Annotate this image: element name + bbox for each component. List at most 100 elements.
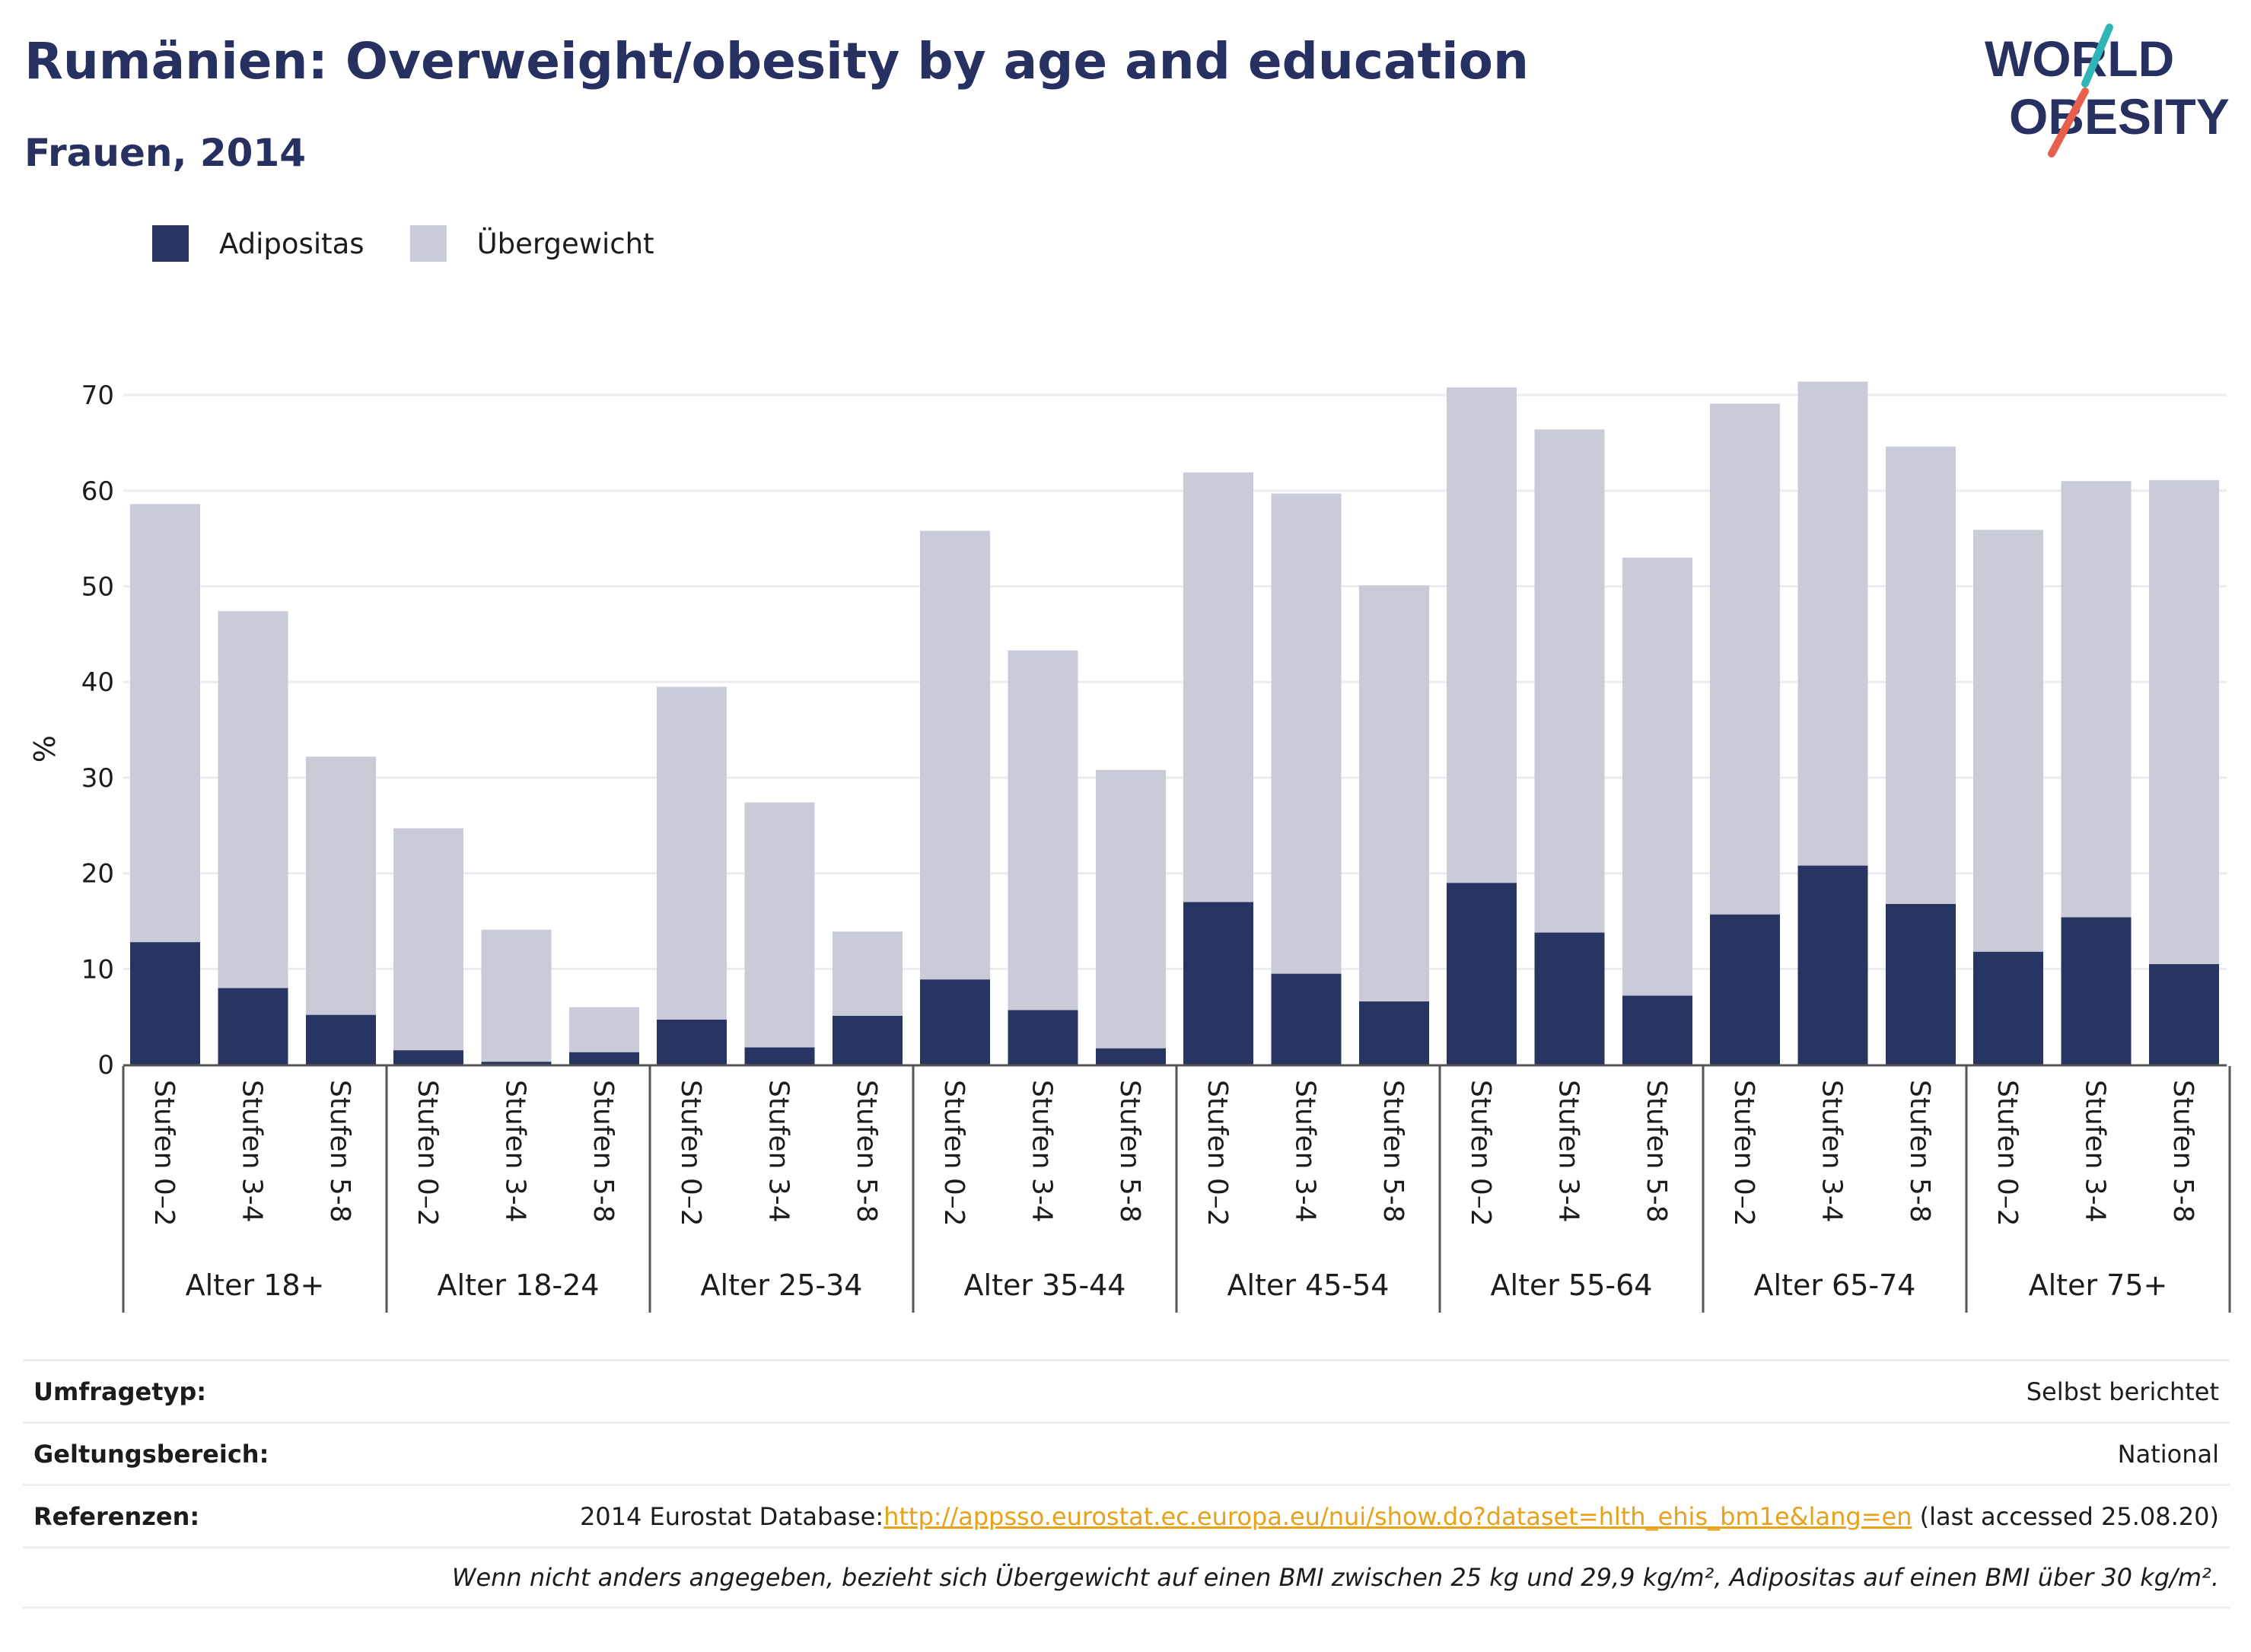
x-tick-label-g1-c2: Stufen 5-8 xyxy=(587,1080,619,1223)
x-tick-label-g1-c1: Stufen 3-4 xyxy=(500,1080,531,1223)
logo-line2: OBESITY xyxy=(2009,88,2230,145)
scope-row: Geltungsbereich: National xyxy=(23,1421,2230,1484)
y-tick-label-60: 60 xyxy=(81,476,114,507)
bar-uebergewicht-g3-c0 xyxy=(920,530,990,980)
logo-line1: WORLD xyxy=(1985,30,2174,87)
bar-uebergewicht-g2-c2 xyxy=(833,931,903,1016)
x-tick-label-g7-c0: Stufen 0–2 xyxy=(1992,1080,2023,1227)
chart-legend: Adipositas Übergewicht xyxy=(152,225,700,262)
survey-type-value: Selbst berichtet xyxy=(2026,1377,2219,1406)
group-label-5: Alter 55-64 xyxy=(1491,1268,1653,1302)
x-tick-label-g5-c1: Stufen 3-4 xyxy=(1553,1080,1584,1223)
bar-uebergewicht-g0-c1 xyxy=(218,611,288,988)
group-label-7: Alter 75+ xyxy=(2029,1268,2168,1302)
chart-subtitle: Frauen, 2014 xyxy=(24,131,307,175)
legend-label-uebergewicht: Übergewicht xyxy=(476,227,654,260)
y-tick-label-40: 40 xyxy=(81,667,114,698)
bar-uebergewicht-g7-c1 xyxy=(2061,481,2132,918)
bar-uebergewicht-g0-c0 xyxy=(130,504,200,943)
scope-label: Geltungsbereich: xyxy=(33,1439,269,1469)
bar-uebergewicht-g5-c1 xyxy=(1534,429,1605,933)
bar-adipositas-g5-c0 xyxy=(1447,883,1517,1065)
bar-adipositas-g5-c1 xyxy=(1534,932,1605,1065)
bar-adipositas-g1-c0 xyxy=(393,1050,463,1065)
bar-uebergewicht-g4-c1 xyxy=(1271,493,1342,974)
x-tick-label-g2-c1: Stufen 3-4 xyxy=(763,1080,794,1223)
bar-adipositas-g3-c0 xyxy=(920,979,990,1065)
logo-slash-coral xyxy=(2048,88,2089,158)
scope-value: National xyxy=(2117,1439,2219,1469)
x-tick-label-g5-c0: Stufen 0–2 xyxy=(1465,1080,1496,1227)
y-tick-label-0: 0 xyxy=(97,1050,114,1081)
x-tick-label-g4-c0: Stufen 0–2 xyxy=(1202,1080,1233,1227)
bar-adipositas-g6-c2 xyxy=(1886,903,1956,1065)
group-label-4: Alter 45-54 xyxy=(1227,1268,1390,1302)
group-label-3: Alter 35-44 xyxy=(964,1268,1126,1302)
references-link[interactable]: http://appsso.eurostat.ec.europa.eu/nui/… xyxy=(884,1501,1912,1531)
bar-adipositas-g2-c0 xyxy=(657,1019,727,1065)
x-tick-label-g3-c1: Stufen 3-4 xyxy=(1027,1080,1058,1223)
bar-adipositas-g5-c2 xyxy=(1622,995,1692,1065)
chart-title: Rumänien: Overweight/obesity by age and … xyxy=(24,32,1530,91)
y-tick-label-10: 10 xyxy=(81,954,114,985)
bar-uebergewicht-g1-c0 xyxy=(393,828,463,1051)
bar-adipositas-g7-c1 xyxy=(2061,917,2132,1065)
bar-uebergewicht-g6-c0 xyxy=(1710,403,1780,915)
stacked-bar-chart: 0 10 20 30 40 50 60 70% Stufen 0–2 Stufen 3-4 Stuf… xyxy=(28,380,2231,1313)
group-label-2: Alter 25-34 xyxy=(701,1268,863,1302)
y-tick-label-20: 20 xyxy=(81,859,114,890)
bar-uebergewicht-g5-c2 xyxy=(1622,557,1692,996)
bar-uebergewicht-g2-c0 xyxy=(657,686,727,1020)
x-tick-label-g1-c0: Stufen 0–2 xyxy=(412,1080,443,1227)
bar-uebergewicht-g2-c1 xyxy=(744,802,815,1048)
world-obesity-logo: WORLD OBESITY xyxy=(1979,21,2237,166)
bar-uebergewicht-g3-c1 xyxy=(1008,650,1078,1011)
x-tick-label-g6-c2: Stufen 5-8 xyxy=(1904,1080,1935,1223)
bar-adipositas-g6-c1 xyxy=(1797,865,1868,1065)
x-tick-label-g2-c0: Stufen 0–2 xyxy=(675,1080,706,1227)
bar-uebergewicht-g7-c0 xyxy=(1973,530,2043,952)
bar-adipositas-g1-c1 xyxy=(481,1062,552,1065)
y-tick-label-70: 70 xyxy=(81,380,114,411)
logo-slash-teal xyxy=(2081,24,2113,88)
legend-label-adipositas: Adipositas xyxy=(219,227,365,260)
bar-uebergewicht-g4-c2 xyxy=(1359,585,1429,1002)
x-tick-label-g7-c1: Stufen 3-4 xyxy=(2080,1080,2111,1223)
bar-adipositas-g1-c2 xyxy=(569,1052,639,1065)
bar-adipositas-g2-c2 xyxy=(833,1015,903,1065)
bar-adipositas-g4-c1 xyxy=(1271,973,1342,1065)
references-label: Referenzen: xyxy=(33,1501,200,1531)
x-tick-label-g4-c2: Stufen 5-8 xyxy=(1377,1080,1409,1223)
x-tick-label-g2-c2: Stufen 5-8 xyxy=(851,1080,882,1223)
legend-swatch-uebergewicht xyxy=(409,225,447,262)
bar-adipositas-g6-c0 xyxy=(1710,914,1780,1065)
survey-type-row: Umfragetyp: Selbst berichtet xyxy=(23,1359,2230,1421)
x-tick-label-g7-c2: Stufen 5-8 xyxy=(2167,1080,2198,1223)
group-label-6: Alter 65-74 xyxy=(1754,1268,1916,1302)
bar-uebergewicht-g1-c1 xyxy=(481,929,552,1062)
bar-uebergewicht-g6-c1 xyxy=(1797,381,1868,866)
y-tick-label-30: 30 xyxy=(81,763,114,794)
x-tick-label-g6-c0: Stufen 0–2 xyxy=(1728,1080,1759,1227)
metadata-table: Umfragetyp: Selbst berichtet Geltungsber… xyxy=(23,1359,2230,1609)
group-label-1: Alter 18-24 xyxy=(438,1268,600,1302)
bar-adipositas-g2-c1 xyxy=(744,1047,815,1065)
bar-adipositas-g0-c2 xyxy=(306,1014,376,1065)
bar-uebergewicht-g7-c2 xyxy=(2149,479,2219,965)
y-axis-label: % xyxy=(28,735,62,762)
x-tick-label-g0-c1: Stufen 3-4 xyxy=(237,1080,268,1223)
references-row: Referenzen: 2014 Eurostat Database:http:… xyxy=(23,1484,2230,1546)
references-suffix: (last accessed 25.08.20) xyxy=(1912,1501,2219,1531)
bar-adipositas-g0-c0 xyxy=(130,942,200,1065)
x-tick-label-g0-c2: Stufen 5-8 xyxy=(324,1080,355,1223)
bar-adipositas-g7-c2 xyxy=(2149,964,2219,1065)
bar-adipositas-g3-c1 xyxy=(1008,1010,1078,1065)
x-tick-label-g3-c0: Stufen 0–2 xyxy=(938,1080,969,1227)
legend-swatch-adipositas xyxy=(152,225,189,262)
bar-uebergewicht-g0-c2 xyxy=(306,756,376,1015)
bar-uebergewicht-g3-c2 xyxy=(1096,769,1166,1049)
definition-note: Wenn nicht anders angegeben, bezieht sic… xyxy=(451,1563,2219,1592)
references-value: 2014 Eurostat Database:http://appsso.eur… xyxy=(580,1502,2219,1531)
bar-uebergewicht-g6-c2 xyxy=(1886,446,1956,904)
x-tick-label-g0-c0: Stufen 0–2 xyxy=(148,1080,180,1227)
